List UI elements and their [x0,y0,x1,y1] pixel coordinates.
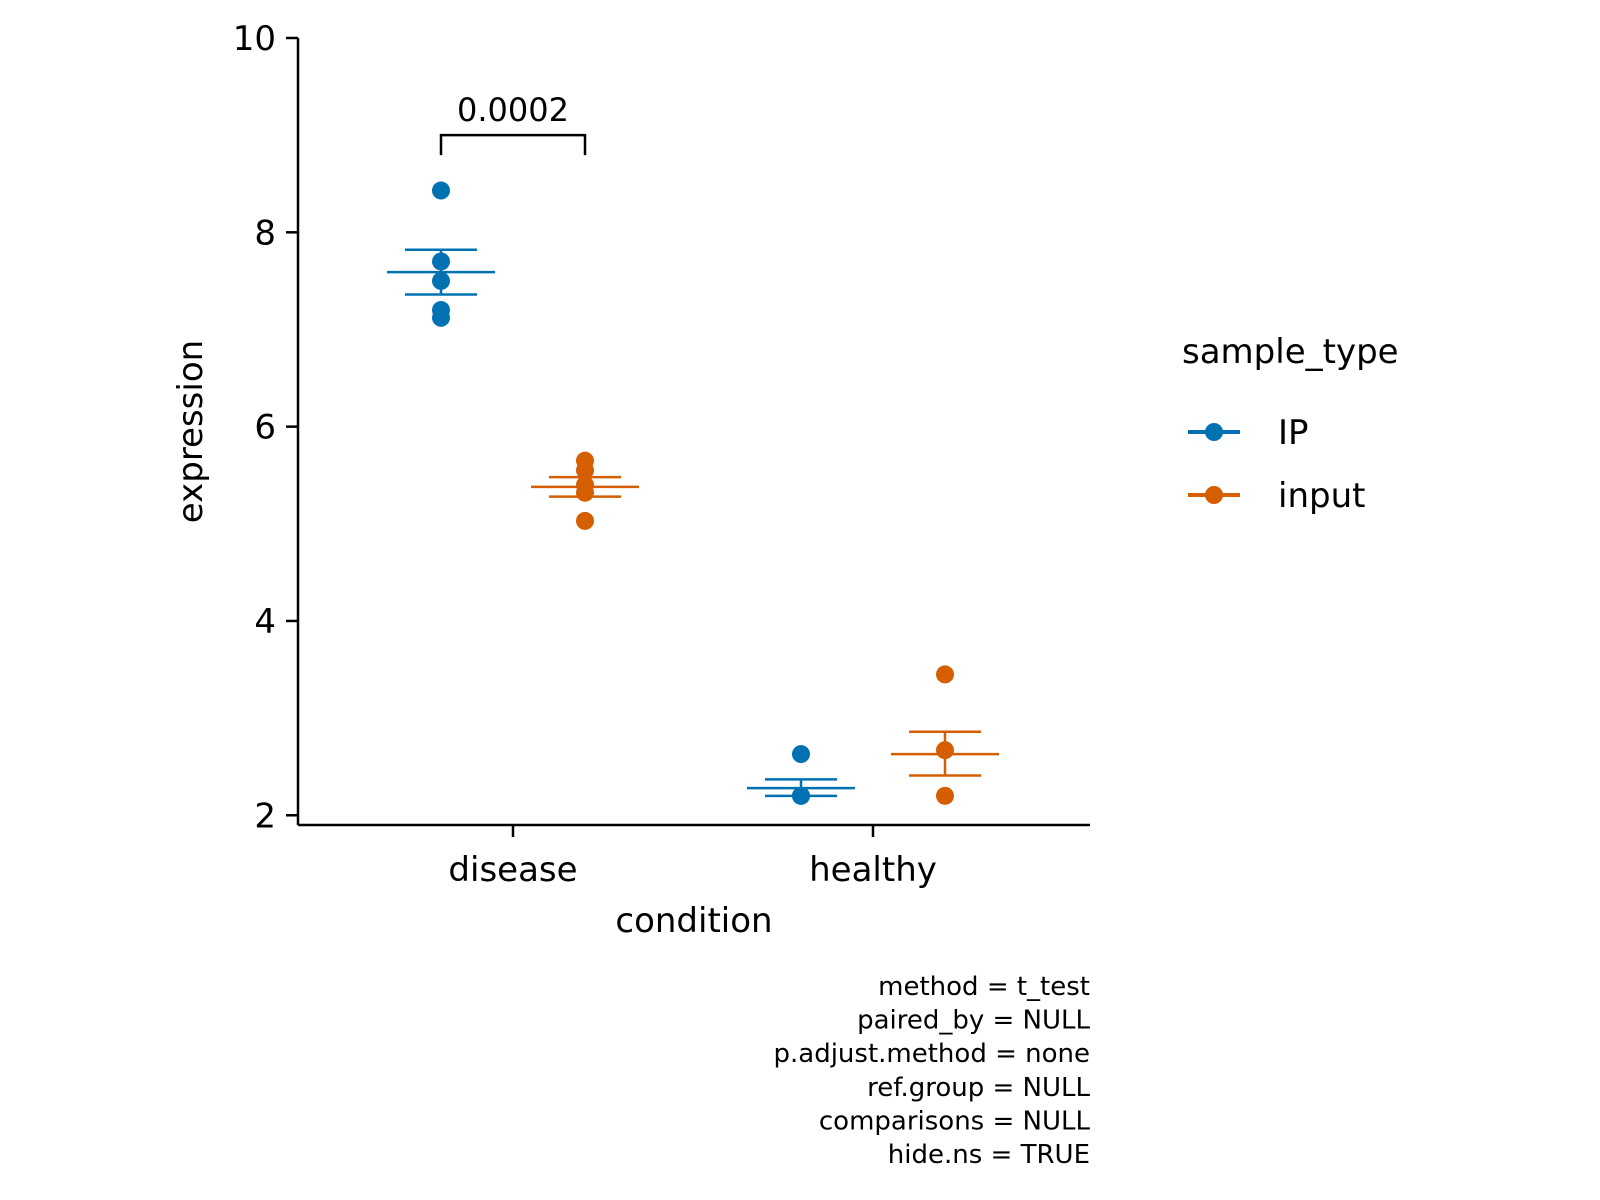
caption-line: method = t_test [878,972,1090,1002]
p-value-label: 0.0002 [457,91,569,129]
annotations: 0.0002 [439,91,587,156]
y-tick-label: 8 [254,213,276,253]
caption-line: ref.group = NULL [867,1073,1090,1103]
data-point [792,745,810,764]
data-point [432,308,450,327]
caption: method = t_test paired_by = NULLp.adjust.… [774,972,1091,1170]
data-point [576,461,594,480]
data-point [432,181,450,200]
data-marks [387,181,999,805]
caption-line: hide.ns = TRUE [888,1140,1090,1170]
legend: sample_type IP input [1182,332,1399,516]
x-tick-label: disease [448,850,577,890]
y-axis-title: expression [171,340,211,523]
x-axis-title: condition [615,901,772,941]
x-ticks: disease healthy [448,825,937,890]
caption-line: p.adjust.method = none [774,1039,1091,1069]
y-tick-label: 10 [233,19,276,59]
axes: 2 4 6 8 10 disease healthy [233,19,1090,890]
y-ticks: 2 4 6 8 10 [233,19,298,836]
caption-line: paired_by = NULL [857,1006,1090,1036]
legend-entries: IP input [1188,413,1365,516]
y-tick-label: 6 [254,408,276,448]
legend-title: sample_type [1182,332,1399,372]
data-point [576,511,594,530]
legend-label: input [1278,476,1365,516]
data-point [936,786,954,805]
y-tick-label: 2 [254,796,276,836]
legend-key-point [1205,486,1223,504]
y-tick-label: 4 [254,602,276,642]
legend-key-point [1205,423,1223,441]
significance-bracket [439,133,587,156]
data-point [936,665,954,684]
legend-label: IP [1278,413,1309,453]
caption-line: comparisons = NULL [819,1106,1091,1136]
x-tick-label: healthy [809,850,937,890]
